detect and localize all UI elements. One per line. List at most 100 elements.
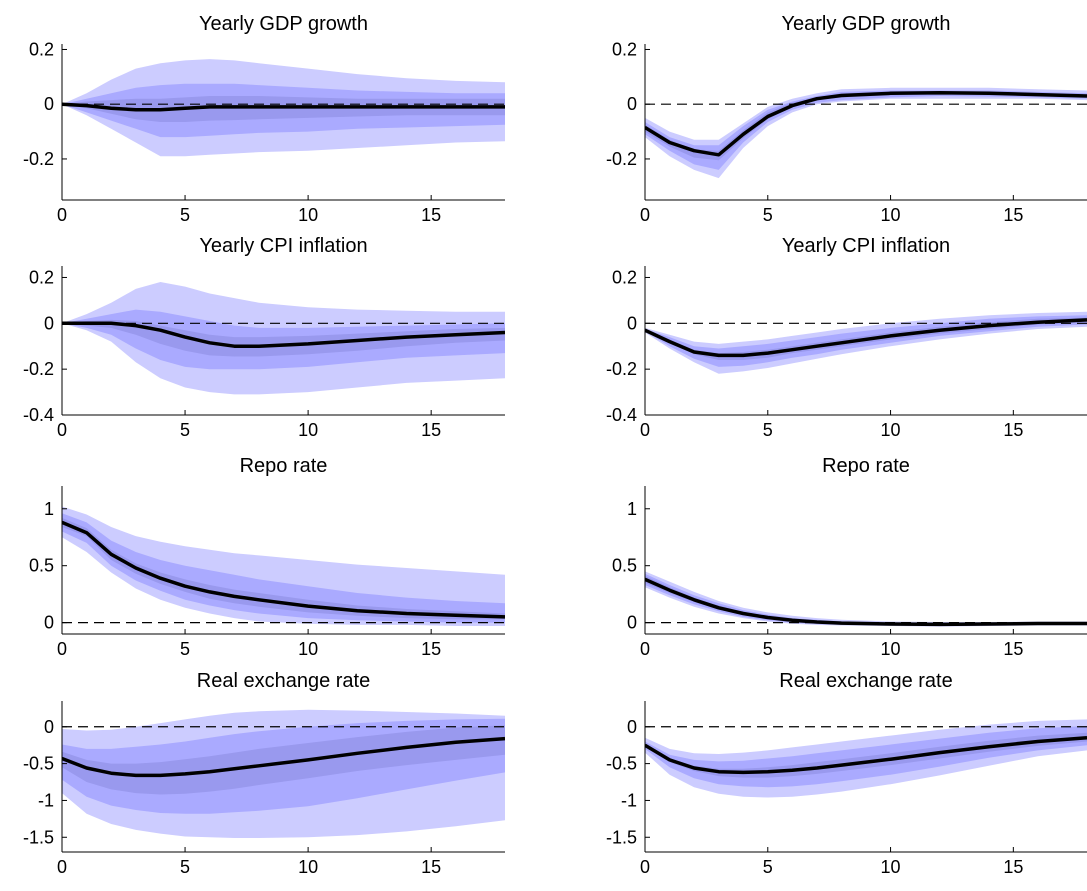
x-tick-label: 15: [421, 857, 441, 877]
y-tick-label: 0: [627, 717, 637, 737]
x-tick-label: 0: [640, 205, 650, 225]
plot-area: [62, 506, 505, 626]
x-tick-label: 15: [421, 639, 441, 659]
subplot-5: 0 5 10 15 1 0.5 0 Repo rate: [29, 455, 505, 659]
confidence-band-2: [645, 573, 1087, 626]
y-tick-label: -0.4: [606, 405, 637, 425]
x-tick-label: 5: [763, 639, 773, 659]
x-tick-label: 10: [298, 639, 318, 659]
y-tick-label: 0.2: [612, 267, 637, 287]
confidence-band-3: [645, 91, 1087, 161]
plot-area: [645, 719, 1087, 798]
subplot-title: Yearly GDP growth: [199, 13, 368, 35]
confidence-band-3: [62, 517, 505, 620]
y-tick-label: -0.2: [606, 149, 637, 169]
median-line: [62, 520, 505, 619]
median-line: [62, 736, 505, 778]
subplot-7: 0 5 10 15 0 -0.5 -1 -1.5 Real exchange rate: [23, 670, 505, 877]
median-line: [645, 90, 1087, 157]
x-tick-label: 15: [1003, 857, 1023, 877]
plot-area: [62, 709, 505, 838]
x-tick-label: 15: [1003, 205, 1023, 225]
x-tick-label: 0: [57, 639, 67, 659]
x-tick-label: 10: [881, 205, 901, 225]
y-tick-label: -0.4: [23, 405, 54, 425]
subplot-8: 0 5 10 15 0 -0.5 -1 -1.5 Real exchange rate: [606, 670, 1087, 877]
subplot-title: Real exchange rate: [197, 670, 370, 692]
x-tick-label: 0: [57, 857, 67, 877]
y-tick-label: -0.5: [606, 754, 637, 774]
x-tick-label: 0: [640, 639, 650, 659]
y-tick-label: -1: [621, 790, 637, 810]
subplot-title: Yearly CPI inflation: [782, 235, 950, 257]
confidence-band-3: [62, 725, 505, 795]
y-tick-label: 0.2: [29, 39, 54, 59]
y-tick-label: -0.2: [23, 359, 54, 379]
x-tick-label: 0: [640, 420, 650, 440]
subplot-title: Real exchange rate: [779, 670, 952, 692]
y-tick-label: -0.2: [23, 149, 54, 169]
plot-area: [62, 282, 505, 395]
plot-area: [645, 571, 1087, 627]
subplot-3: 0 5 10 15 0.2 0 -0.2 -0.4 Yearly CPI inflation: [23, 235, 505, 440]
plot-area: [645, 87, 1087, 179]
y-tick-label: -0.5: [23, 754, 54, 774]
median-line: [62, 102, 505, 112]
confidence-band-1: [62, 506, 505, 626]
y-tick-label: 0.2: [29, 267, 54, 287]
y-tick-label: 0.5: [29, 556, 54, 576]
x-tick-label: 15: [421, 205, 441, 225]
x-tick-label: 5: [180, 205, 190, 225]
x-tick-label: 10: [298, 420, 318, 440]
y-tick-label: 0: [627, 613, 637, 633]
median-line: [645, 736, 1087, 775]
subplot-title: Repo rate: [822, 455, 910, 477]
x-tick-label: 5: [763, 420, 773, 440]
y-tick-label: -1.5: [23, 827, 54, 847]
subplot-title: Yearly GDP growth: [782, 13, 951, 35]
y-tick-label: 0.5: [612, 556, 637, 576]
median-line: [62, 321, 505, 348]
x-tick-label: 5: [763, 205, 773, 225]
confidence-band-1: [645, 571, 1087, 627]
x-tick-label: 10: [881, 639, 901, 659]
y-tick-label: 0: [44, 613, 54, 633]
median-line: [645, 577, 1087, 627]
y-tick-label: -1.5: [606, 827, 637, 847]
y-tick-label: 0: [627, 313, 637, 333]
x-tick-label: 5: [763, 857, 773, 877]
x-tick-label: 0: [57, 205, 67, 225]
subplot-title: Yearly CPI inflation: [199, 235, 367, 257]
y-tick-label: -1: [38, 790, 54, 810]
x-tick-label: 5: [180, 639, 190, 659]
y-tick-label: 0: [44, 94, 54, 114]
subplot-title: Repo rate: [240, 455, 328, 477]
x-tick-label: 10: [298, 205, 318, 225]
y-tick-label: 0: [44, 313, 54, 333]
y-tick-label: 1: [627, 499, 637, 519]
median-line: [645, 318, 1087, 358]
x-tick-label: 15: [1003, 639, 1023, 659]
plot-area: [645, 311, 1087, 374]
subplot-1: 0 5 10 15 0.2 0 -0.2 Yearly GDP growth: [23, 13, 505, 225]
y-tick-label: -0.2: [606, 359, 637, 379]
x-tick-label: 15: [1003, 420, 1023, 440]
confidence-band-3: [645, 732, 1087, 778]
x-tick-label: 10: [881, 857, 901, 877]
x-tick-label: 5: [180, 857, 190, 877]
x-tick-label: 0: [57, 420, 67, 440]
x-tick-label: 10: [881, 420, 901, 440]
confidence-band-3: [62, 96, 505, 122]
subplot-4: 0 5 10 15 0.2 0 -0.2 -0.4 Yearly CPI inflation: [606, 235, 1087, 440]
y-tick-label: 0: [44, 717, 54, 737]
x-tick-label: 0: [640, 857, 650, 877]
subplot-2: 0 5 10 15 0.2 0 -0.2 Yearly GDP growth: [606, 13, 1087, 225]
x-tick-label: 15: [421, 420, 441, 440]
y-tick-label: 1: [44, 499, 54, 519]
subplot-6: 0 5 10 15 1 0.5 0 Repo rate: [612, 455, 1087, 659]
x-tick-label: 10: [298, 857, 318, 877]
y-tick-label: 0.2: [612, 39, 637, 59]
plot-area: [62, 59, 505, 157]
y-tick-label: 0: [627, 94, 637, 114]
